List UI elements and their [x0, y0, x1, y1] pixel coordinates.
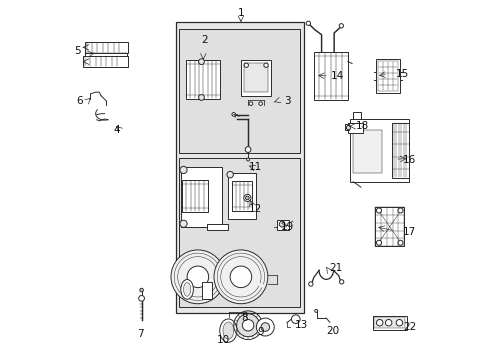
Circle shape — [256, 318, 274, 336]
Ellipse shape — [223, 322, 233, 339]
Circle shape — [180, 166, 187, 174]
Text: 21: 21 — [328, 263, 342, 273]
Circle shape — [187, 266, 208, 288]
Text: 10: 10 — [216, 334, 229, 345]
Circle shape — [231, 113, 235, 116]
Text: 8: 8 — [241, 313, 247, 323]
Circle shape — [395, 319, 402, 326]
Bar — [232, 181, 251, 211]
Circle shape — [198, 59, 204, 64]
Circle shape — [279, 221, 285, 227]
Bar — [244, 63, 267, 92]
Bar — [349, 119, 408, 182]
Text: 20: 20 — [325, 325, 338, 336]
Circle shape — [376, 319, 382, 326]
Circle shape — [291, 315, 300, 323]
Circle shape — [226, 171, 233, 178]
Circle shape — [258, 102, 262, 105]
Bar — [206, 224, 228, 230]
Circle shape — [139, 296, 144, 301]
Circle shape — [198, 95, 204, 100]
Text: 6: 6 — [76, 96, 82, 106]
Text: 11: 11 — [248, 162, 262, 172]
Circle shape — [376, 240, 381, 245]
Circle shape — [244, 194, 250, 202]
Ellipse shape — [183, 283, 190, 296]
Text: 15: 15 — [395, 69, 408, 79]
Bar — [352, 130, 381, 173]
Circle shape — [261, 323, 269, 331]
Text: 12: 12 — [248, 204, 262, 214]
Text: 14: 14 — [330, 71, 344, 81]
Circle shape — [397, 240, 402, 245]
Text: 13: 13 — [295, 320, 308, 330]
Circle shape — [140, 288, 143, 292]
Circle shape — [244, 63, 248, 67]
Text: 5: 5 — [74, 46, 81, 56]
Bar — [377, 61, 398, 91]
Circle shape — [245, 196, 249, 200]
Circle shape — [397, 208, 402, 213]
Bar — [181, 180, 208, 212]
Circle shape — [214, 250, 267, 304]
Text: 16: 16 — [402, 155, 415, 165]
Bar — [375, 207, 403, 246]
Text: 2: 2 — [202, 35, 208, 45]
Text: 4: 4 — [114, 125, 120, 135]
Text: 17: 17 — [402, 227, 415, 237]
Bar — [348, 123, 362, 134]
Bar — [181, 167, 222, 226]
Circle shape — [242, 319, 253, 331]
Circle shape — [249, 102, 252, 105]
Circle shape — [230, 266, 251, 288]
Circle shape — [244, 147, 250, 152]
Circle shape — [385, 319, 391, 326]
Text: 19: 19 — [280, 222, 294, 231]
Text: 3: 3 — [284, 96, 290, 106]
Circle shape — [246, 158, 249, 161]
Circle shape — [376, 208, 381, 213]
Circle shape — [171, 250, 224, 304]
Text: 18: 18 — [355, 121, 369, 131]
Bar — [176, 22, 303, 313]
Bar — [276, 220, 289, 230]
Text: 9: 9 — [257, 327, 264, 337]
Circle shape — [339, 280, 343, 284]
Bar — [241, 60, 271, 96]
Bar — [227, 173, 256, 220]
Circle shape — [305, 21, 310, 26]
Bar — [344, 125, 348, 130]
Text: 7: 7 — [137, 329, 143, 339]
Circle shape — [180, 220, 187, 227]
Circle shape — [314, 310, 317, 312]
Bar — [85, 42, 128, 53]
Bar — [186, 60, 220, 99]
Bar — [179, 158, 300, 307]
Text: 22: 22 — [402, 322, 415, 332]
Circle shape — [346, 126, 350, 130]
Bar — [83, 55, 128, 67]
Bar — [375, 59, 399, 93]
Circle shape — [264, 63, 267, 67]
Bar — [391, 123, 408, 178]
Ellipse shape — [219, 319, 237, 342]
Circle shape — [308, 282, 312, 286]
Bar — [373, 318, 404, 328]
Circle shape — [339, 24, 343, 28]
Bar — [313, 52, 347, 100]
Bar — [372, 316, 406, 330]
Ellipse shape — [181, 279, 193, 299]
Bar — [179, 30, 300, 153]
Text: 1: 1 — [237, 8, 244, 18]
Bar — [202, 282, 212, 299]
Circle shape — [236, 314, 259, 337]
